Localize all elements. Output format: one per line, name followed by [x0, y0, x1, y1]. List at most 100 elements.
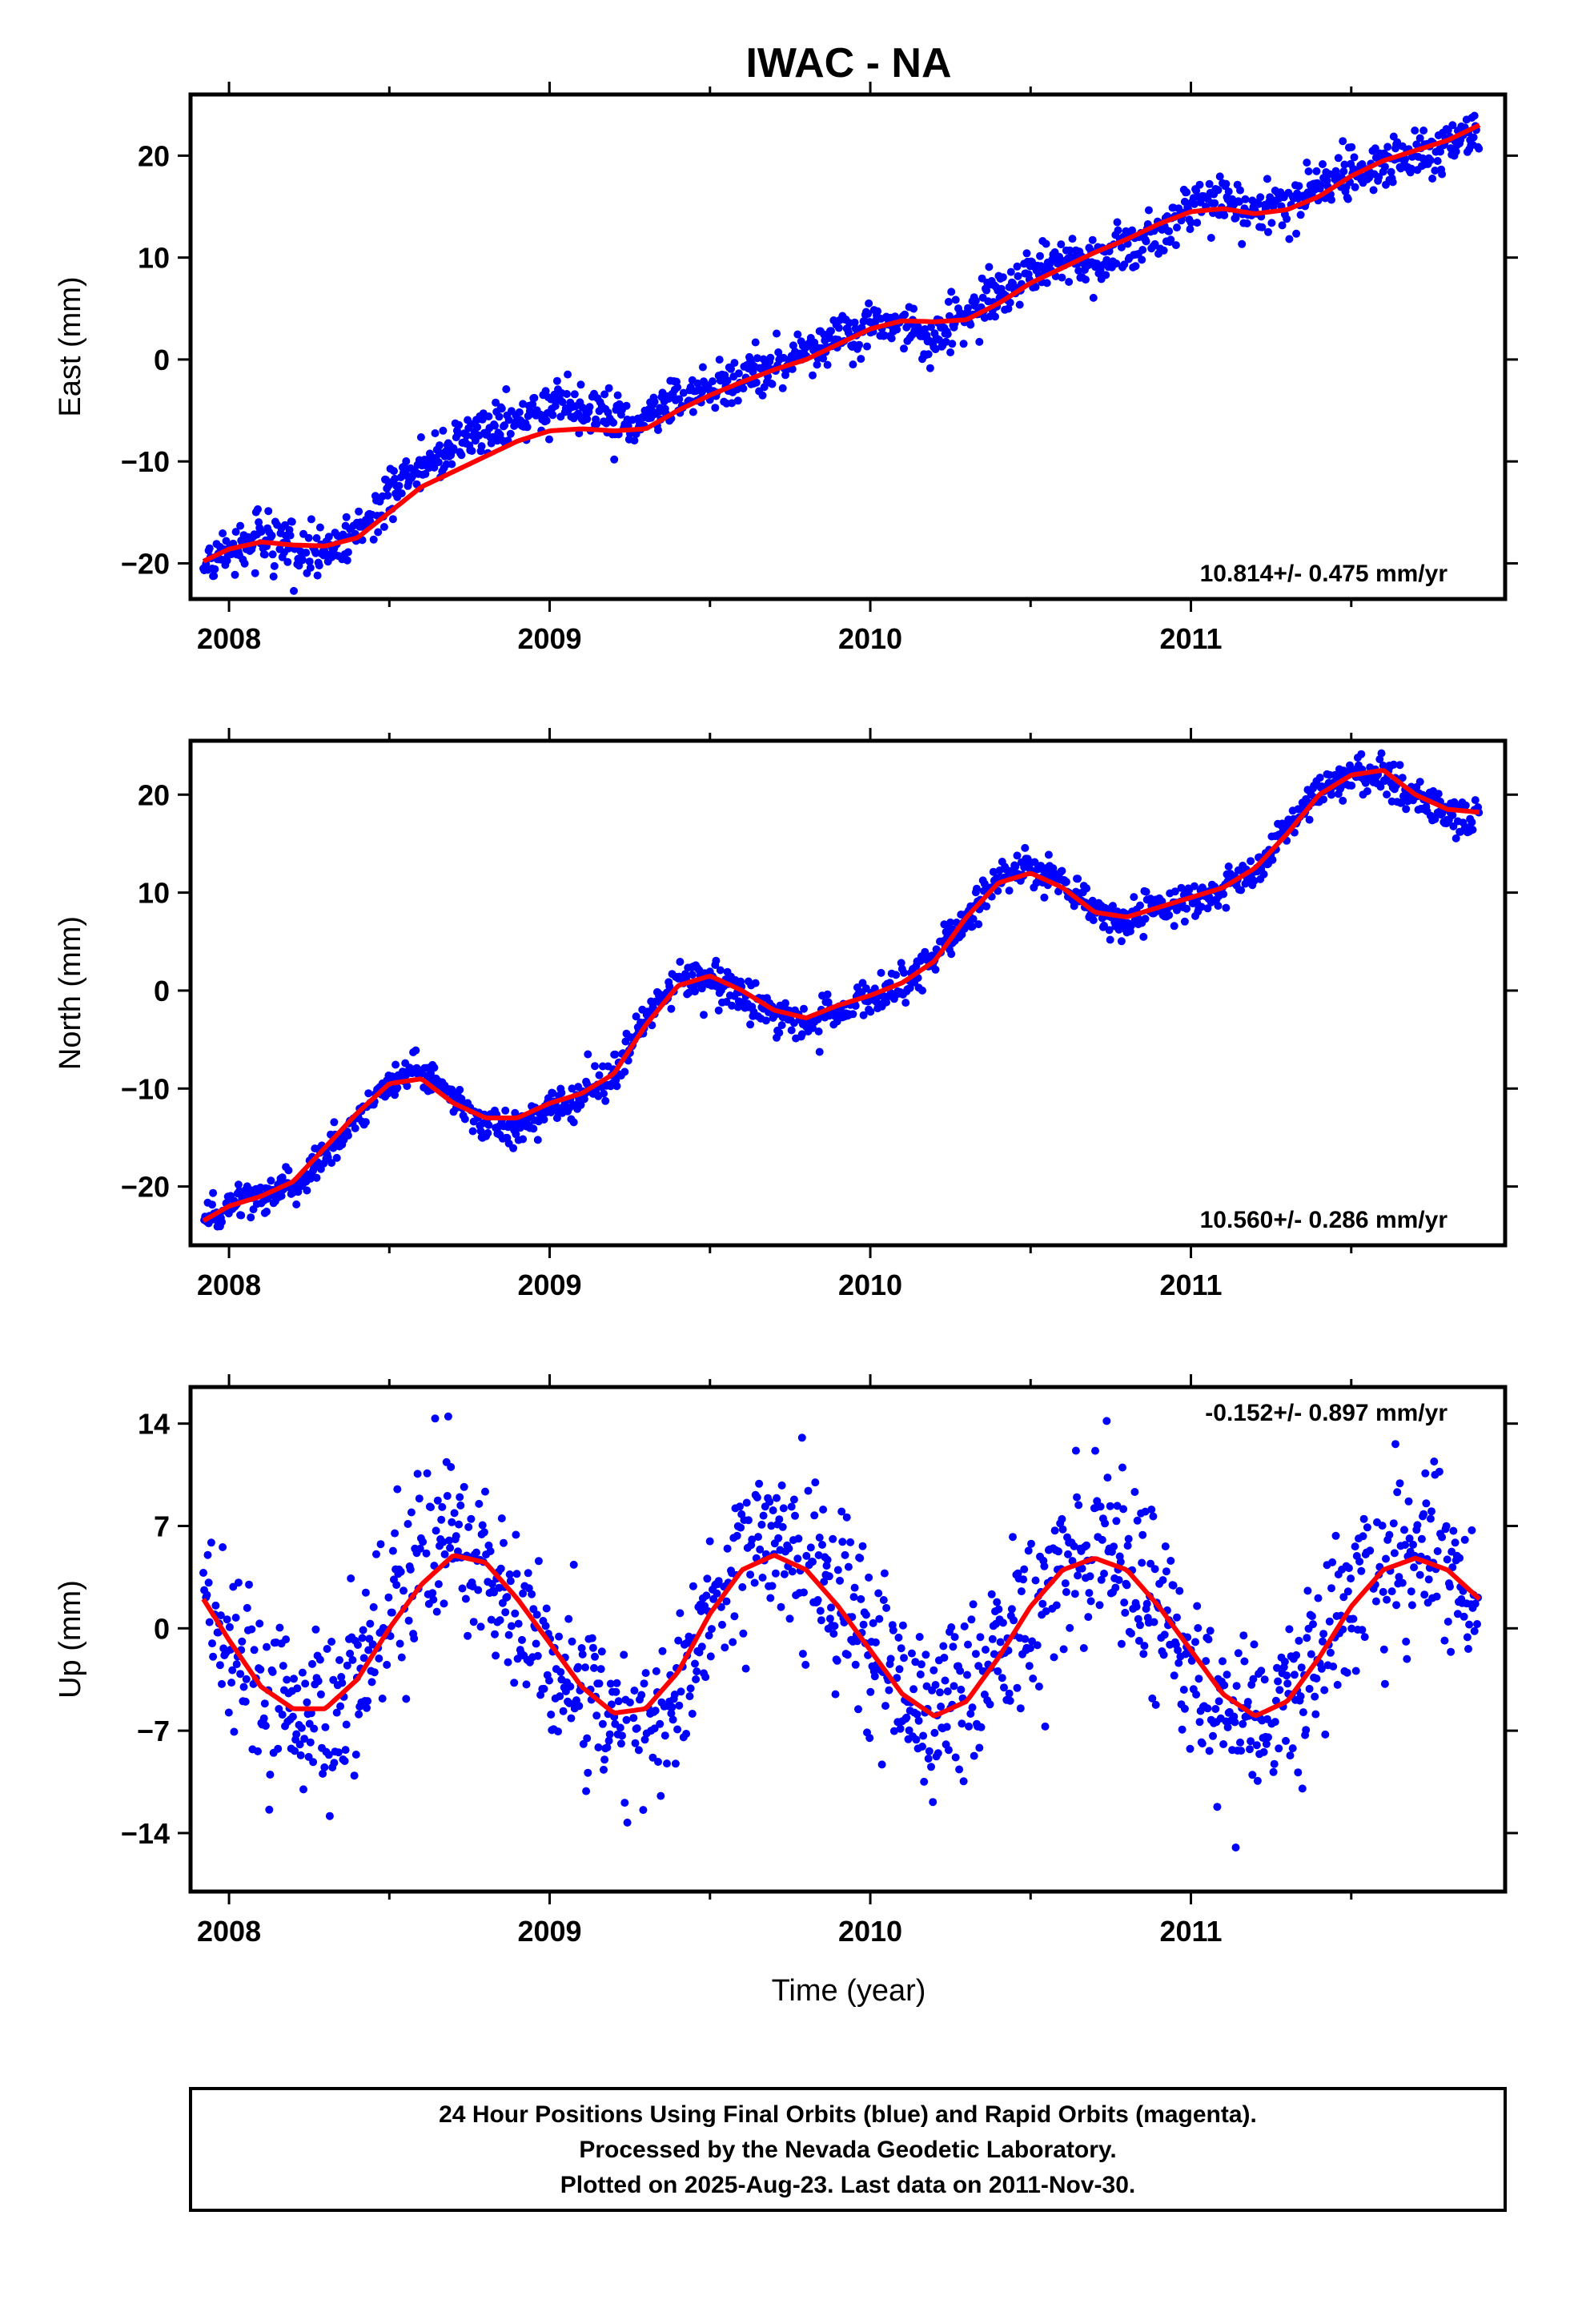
observation-point	[1241, 195, 1250, 203]
observation-point	[596, 1665, 605, 1674]
observation-point	[1031, 1576, 1040, 1585]
observation-point	[825, 1572, 833, 1581]
observation-point	[921, 325, 930, 333]
observation-point	[1133, 1516, 1142, 1525]
observation-point	[622, 401, 631, 410]
observation-point	[1274, 1677, 1283, 1686]
observation-point	[528, 400, 537, 408]
observation-point	[1101, 1519, 1110, 1528]
observation-point	[1395, 761, 1404, 770]
observation-point	[1407, 1587, 1415, 1596]
observation-point	[312, 534, 321, 542]
observation-point	[552, 1114, 561, 1123]
observation-point	[946, 312, 954, 320]
observation-point	[794, 1534, 803, 1543]
observation-point	[846, 1538, 855, 1546]
observation-point	[336, 1702, 345, 1711]
observation-point	[308, 1659, 316, 1668]
observation-point	[901, 999, 910, 1007]
observation-point	[1236, 1738, 1244, 1747]
observation-point	[1320, 1686, 1329, 1695]
observation-point	[1235, 198, 1243, 206]
observation-point	[755, 1479, 764, 1488]
observation-point	[765, 1498, 774, 1506]
observation-point	[728, 1001, 737, 1010]
observation-point	[986, 1700, 994, 1709]
observation-point	[1319, 795, 1328, 804]
observation-point	[1271, 1718, 1279, 1727]
observation-point	[1117, 243, 1126, 251]
observation-point	[738, 1582, 747, 1591]
observation-point	[432, 1607, 441, 1616]
observation-point	[446, 1543, 455, 1552]
observation-point	[1256, 193, 1265, 202]
observation-point	[896, 1724, 905, 1733]
observation-point	[312, 1173, 321, 1182]
observation-point	[1460, 1535, 1469, 1544]
observation-point	[600, 1765, 608, 1774]
observation-point	[551, 402, 560, 410]
observation-point	[502, 385, 511, 393]
observation-point	[620, 1799, 629, 1807]
x-tick-label: 2008	[197, 1269, 261, 1301]
observation-point	[723, 376, 732, 385]
observation-point	[315, 1655, 324, 1664]
observation-point	[1434, 790, 1443, 798]
observation-point	[654, 426, 662, 434]
observation-point	[337, 1673, 346, 1681]
observation-point	[505, 1570, 514, 1578]
observation-point	[859, 1620, 868, 1629]
observation-point	[967, 1615, 976, 1624]
observation-point	[1383, 790, 1391, 799]
observation-point	[787, 1026, 796, 1035]
observation-point	[1065, 278, 1074, 286]
observation-point	[781, 371, 789, 380]
observation-point	[369, 535, 378, 544]
observation-point	[1340, 160, 1349, 169]
observation-point	[1041, 1722, 1050, 1731]
observation-point	[501, 1608, 510, 1617]
observation-point	[1283, 1671, 1291, 1680]
observation-point	[897, 959, 905, 967]
up-panel: 2008 2009 2010 2011 −14 −7 0 7 14 Up (mm) -0.152+/…	[54, 1374, 1518, 1948]
observation-point	[715, 356, 724, 364]
x-tick-label: 2009	[517, 1269, 581, 1301]
observation-point	[376, 1540, 385, 1549]
observation-point	[912, 1735, 921, 1744]
observation-point	[542, 1604, 551, 1613]
observation-point	[1378, 1522, 1387, 1530]
observation-point	[290, 586, 298, 595]
observation-point	[1403, 1655, 1411, 1663]
observation-point	[873, 307, 882, 316]
observation-point	[510, 1679, 519, 1687]
observation-point	[934, 1749, 942, 1758]
observation-point	[1113, 218, 1122, 227]
observation-point	[751, 338, 760, 347]
observation-point	[993, 1598, 1002, 1606]
observation-point	[1449, 1526, 1458, 1535]
observation-point	[843, 1651, 852, 1659]
observation-point	[1057, 240, 1066, 249]
observation-point	[503, 1593, 512, 1602]
observation-point	[606, 1679, 615, 1688]
observation-point	[1280, 1658, 1289, 1666]
observation-point	[918, 1743, 926, 1751]
observation-point	[623, 1818, 632, 1827]
observation-point	[461, 1594, 470, 1603]
observation-point	[1036, 251, 1044, 260]
observation-point	[295, 1740, 304, 1749]
observation-point	[785, 1544, 793, 1553]
observation-point	[1013, 262, 1022, 271]
observation-point	[824, 998, 833, 1007]
observation-point	[833, 1566, 842, 1574]
observation-point	[1357, 1566, 1366, 1575]
observation-point	[1446, 1582, 1454, 1591]
observation-point	[1296, 211, 1305, 219]
observation-point	[1190, 199, 1199, 208]
observation-point	[1253, 1776, 1262, 1785]
observation-point	[931, 345, 940, 354]
observation-point	[301, 1679, 310, 1688]
observation-point	[1158, 1576, 1167, 1585]
observation-point	[597, 1647, 606, 1656]
observation-point	[310, 1724, 319, 1733]
